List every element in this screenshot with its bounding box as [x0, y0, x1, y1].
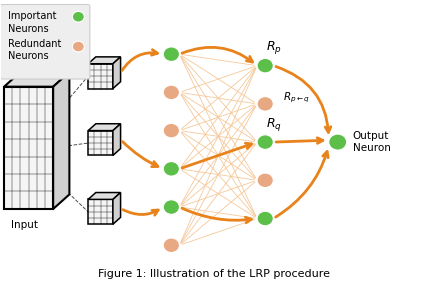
Polygon shape	[88, 124, 121, 131]
Text: Output
Neuron: Output Neuron	[353, 131, 390, 153]
Circle shape	[163, 47, 179, 61]
Circle shape	[72, 12, 84, 22]
Polygon shape	[88, 64, 113, 89]
Circle shape	[163, 162, 179, 176]
Polygon shape	[113, 193, 121, 224]
Text: Redundant
Neurons: Redundant Neurons	[9, 39, 62, 61]
Circle shape	[163, 123, 179, 138]
Circle shape	[257, 96, 273, 111]
Circle shape	[257, 211, 273, 226]
Circle shape	[163, 200, 179, 214]
Circle shape	[329, 134, 347, 150]
Text: $R_p$: $R_p$	[266, 39, 282, 56]
Circle shape	[257, 58, 273, 73]
FancyBboxPatch shape	[0, 5, 90, 79]
Circle shape	[257, 135, 273, 149]
Polygon shape	[88, 57, 121, 64]
Text: Input: Input	[11, 220, 38, 230]
Text: Important
Neurons: Important Neurons	[9, 12, 57, 34]
Polygon shape	[88, 199, 113, 224]
Circle shape	[163, 85, 179, 100]
Circle shape	[163, 238, 179, 253]
Circle shape	[257, 173, 273, 187]
Polygon shape	[53, 72, 69, 209]
Text: $R_q$: $R_q$	[266, 115, 282, 132]
Polygon shape	[88, 193, 121, 199]
Text: Figure 1: Illustration of the LRP procedure: Figure 1: Illustration of the LRP proced…	[98, 269, 330, 279]
Polygon shape	[4, 72, 69, 87]
Text: $R_{p\leftarrow q}$: $R_{p\leftarrow q}$	[283, 91, 310, 105]
Polygon shape	[113, 57, 121, 89]
Polygon shape	[113, 124, 121, 156]
Circle shape	[72, 41, 84, 52]
Polygon shape	[4, 87, 53, 209]
Polygon shape	[88, 131, 113, 156]
